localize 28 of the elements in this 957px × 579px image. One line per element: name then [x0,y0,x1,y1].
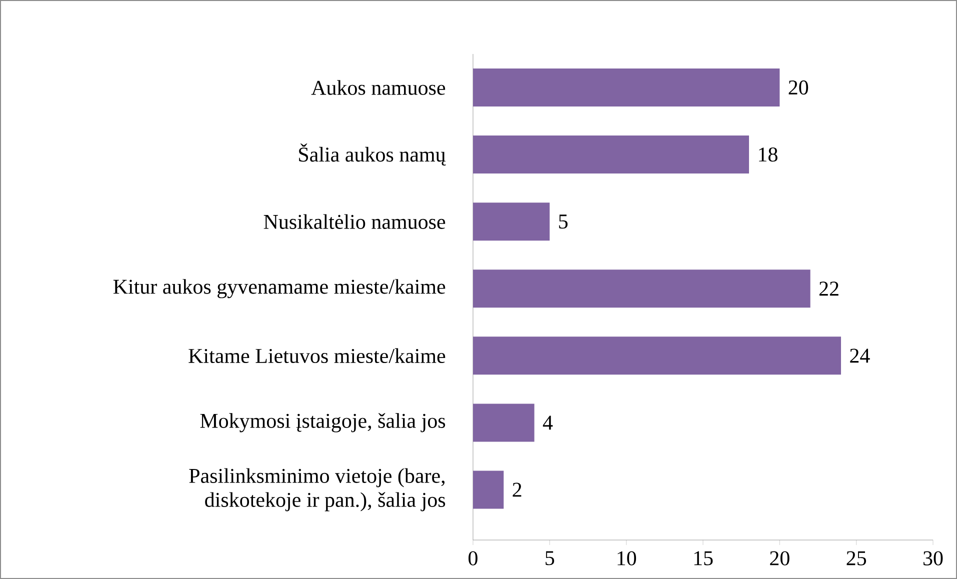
x-tick-label: 25 [846,551,866,566]
bar [473,202,550,241]
x-tick-label: 30 [924,551,943,566]
y-tick-label: Kitur aukos gyvenamame mieste/kaime [113,279,446,298]
data-label: 22 [819,282,838,296]
y-tick-label: Pasilinksminimo vietoje (bare, diskotekoje ir pan.), šalia jos [189,468,446,512]
bar [473,270,810,308]
data-label: 4 [542,416,553,430]
bar [473,136,750,174]
x-tick-label: 5 [546,551,554,566]
data-label: 18 [759,147,778,162]
y-tick-label: Nusikaltėlio namuose [264,214,446,229]
x-tick-label: 10 [618,551,636,566]
data-label: 5 [559,214,568,229]
y-tick-label: Mokymosi įstaigoje, šalia jos [200,413,446,432]
x-tick-label: 20 [770,551,790,566]
bar [473,404,534,442]
y-tick-label: Aukos namuose [311,80,446,95]
y-tick-label: Kitame Lietuvos mieste/kaime [188,348,446,364]
data-label: 20 [788,80,808,95]
bar [473,470,504,509]
data-label: 24 [850,348,870,363]
x-tick-label: 0 [468,551,478,566]
bar [473,336,842,375]
bar [473,68,780,107]
x-tick-label: 15 [694,551,713,566]
data-label: 2 [512,482,522,497]
y-tick-label: Šalia aukos namų [299,143,446,166]
